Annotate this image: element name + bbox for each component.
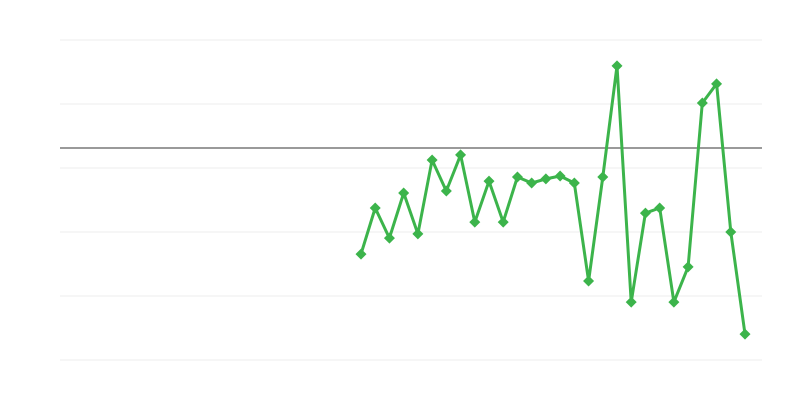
data-point-marker[interactable] [654,202,666,214]
data-point-marker[interactable] [497,216,509,228]
data-point-marker[interactable] [526,177,538,189]
series-line [359,64,747,336]
data-point-marker[interactable] [583,275,595,287]
data-point-marker[interactable] [554,170,566,182]
data-point-marker[interactable] [440,185,452,197]
data-point-marker[interactable] [625,296,637,308]
data-point-marker[interactable] [668,296,680,308]
data-point-marker[interactable] [483,175,495,187]
data-point-marker[interactable] [426,154,438,166]
data-point-marker[interactable] [682,261,694,273]
data-point-marker[interactable] [711,78,723,90]
data-point-marker[interactable] [568,177,580,189]
data-point-marker[interactable] [597,171,609,183]
data-point-marker[interactable] [412,228,424,240]
data-point-marker[interactable] [696,97,708,109]
data-point-marker[interactable] [611,60,623,72]
data-point-marker[interactable] [369,202,381,214]
data-point-marker[interactable] [398,187,410,199]
data-point-marker[interactable] [355,248,367,260]
data-point-marker[interactable] [511,171,523,183]
data-point-marker[interactable] [455,149,467,161]
data-point-marker[interactable] [540,173,552,185]
data-point-marker[interactable] [725,226,737,238]
data-point-marker[interactable] [739,328,751,340]
data-point-marker[interactable] [639,207,651,219]
data-point-marker[interactable] [383,232,395,244]
data-point-marker[interactable] [469,216,481,228]
